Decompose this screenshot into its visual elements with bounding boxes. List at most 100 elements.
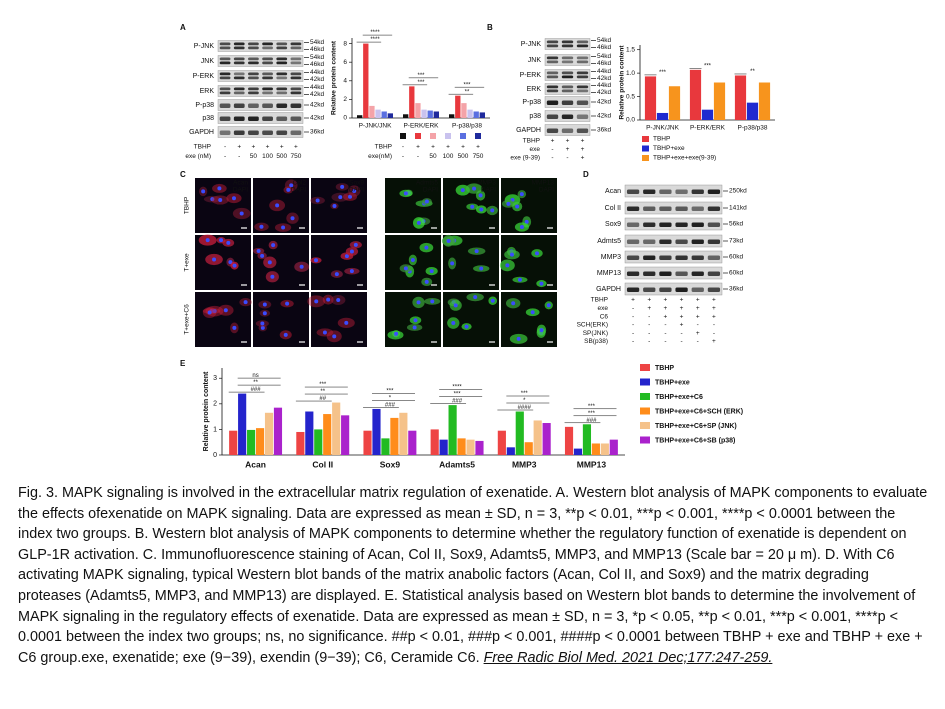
bar <box>399 412 408 455</box>
blot-band <box>561 128 574 133</box>
blot-band <box>546 75 559 79</box>
bar <box>296 431 305 455</box>
y-axis-label: Relative protein content <box>619 45 626 120</box>
if-nucleus <box>470 204 475 209</box>
if-nucleus <box>424 199 429 204</box>
blot-band <box>561 40 574 44</box>
blot-strip <box>217 70 304 82</box>
if-nucleus <box>539 281 544 286</box>
blot-band <box>691 189 704 194</box>
blot-size-label: 46kd <box>310 46 324 53</box>
blot-band <box>626 189 640 194</box>
bar <box>363 430 372 455</box>
blot-band <box>561 60 574 64</box>
if-nucleus <box>332 203 337 208</box>
legend-swatch <box>415 133 421 139</box>
blot-band <box>643 287 656 292</box>
if-nucleus <box>289 183 294 188</box>
condition-value: + <box>581 155 585 162</box>
bar <box>305 411 314 455</box>
if-image <box>253 178 309 233</box>
blot-band <box>546 114 559 119</box>
blot-band <box>546 89 559 93</box>
blot-row-label: P-JNK <box>194 43 215 50</box>
blot-band <box>691 222 704 227</box>
legend-label: TBHP+exe+C6+SB (p38) <box>655 437 735 444</box>
blot-size-label: 36kd <box>729 286 743 293</box>
bar <box>758 82 771 120</box>
condition-value: 50 <box>250 153 258 160</box>
blot-band <box>290 42 302 46</box>
blot-band <box>561 71 574 75</box>
blot-strip <box>624 184 723 198</box>
blot-strip <box>544 69 591 81</box>
blot-strip <box>624 282 723 296</box>
blot-band <box>219 116 231 121</box>
blot-band <box>707 255 721 260</box>
blot-band <box>219 72 231 76</box>
blot-row-label: GAPDH <box>596 286 621 293</box>
bar <box>475 440 484 455</box>
significance-label: * <box>389 396 392 402</box>
significance-label: *** <box>417 80 425 86</box>
x-tick-label: P-ERK/ERK <box>690 125 726 132</box>
blot-band <box>290 87 302 91</box>
condition-value: - <box>224 153 226 160</box>
blot-row-label: JNK <box>201 58 215 65</box>
blot-band <box>233 46 245 50</box>
if-nucleus <box>410 257 415 262</box>
if-nucleus <box>546 303 551 308</box>
if-nucleus <box>232 325 237 330</box>
if-nucleus <box>490 298 495 303</box>
bar <box>247 429 256 455</box>
bar <box>668 86 681 120</box>
y-tick-label: 6 <box>343 59 347 66</box>
bar <box>409 86 415 118</box>
blot-band <box>675 222 688 227</box>
blot-band <box>248 76 259 80</box>
blot-band <box>561 56 574 60</box>
blot-band <box>707 287 721 292</box>
blot-band <box>691 287 704 292</box>
condition-value: - <box>632 305 634 312</box>
condition-label: exe (9-39) <box>510 155 540 162</box>
condition-value: - <box>648 330 650 337</box>
if-nucleus <box>207 310 212 315</box>
blot-strip <box>624 234 723 248</box>
significance-label: ns <box>252 373 258 379</box>
condition-value: + <box>631 297 635 304</box>
if-nucleus <box>429 269 434 274</box>
if-nucleus <box>394 331 399 336</box>
blot-size-label: 42kd <box>310 91 324 98</box>
blot-band <box>546 71 559 75</box>
if-row-label: T+exe <box>184 253 191 272</box>
condition-label: exe <box>598 305 609 312</box>
bar <box>229 430 238 455</box>
if-nucleus <box>219 238 224 243</box>
blot-band <box>233 116 245 121</box>
if-nucleus <box>530 310 535 315</box>
blot-band <box>576 60 589 64</box>
blot-band <box>219 46 231 50</box>
if-nucleus <box>539 328 544 333</box>
significance-label: *** <box>704 63 712 69</box>
blot-band <box>290 46 302 50</box>
blot-row-label: GAPDH <box>516 127 541 134</box>
condition-value: 500 <box>276 153 287 160</box>
bar <box>467 109 473 118</box>
condition-value: + <box>680 297 684 304</box>
if-nucleus <box>243 300 248 305</box>
if-stain-label: MMP13 <box>532 180 555 187</box>
blot-band <box>276 42 288 46</box>
caption-text: Fig. 3. MAPK signaling is involved in th… <box>18 485 928 666</box>
bar <box>408 430 417 455</box>
blot-band <box>561 100 574 105</box>
if-nucleus <box>424 279 429 284</box>
blot-band <box>576 56 589 60</box>
blot-strip <box>217 55 304 67</box>
blot-band <box>290 91 302 95</box>
blot-size-label: 42kd <box>310 102 324 109</box>
blot-row-label: Admts5 <box>597 238 621 245</box>
blot-band <box>626 255 640 260</box>
condition-value: + <box>566 138 570 145</box>
